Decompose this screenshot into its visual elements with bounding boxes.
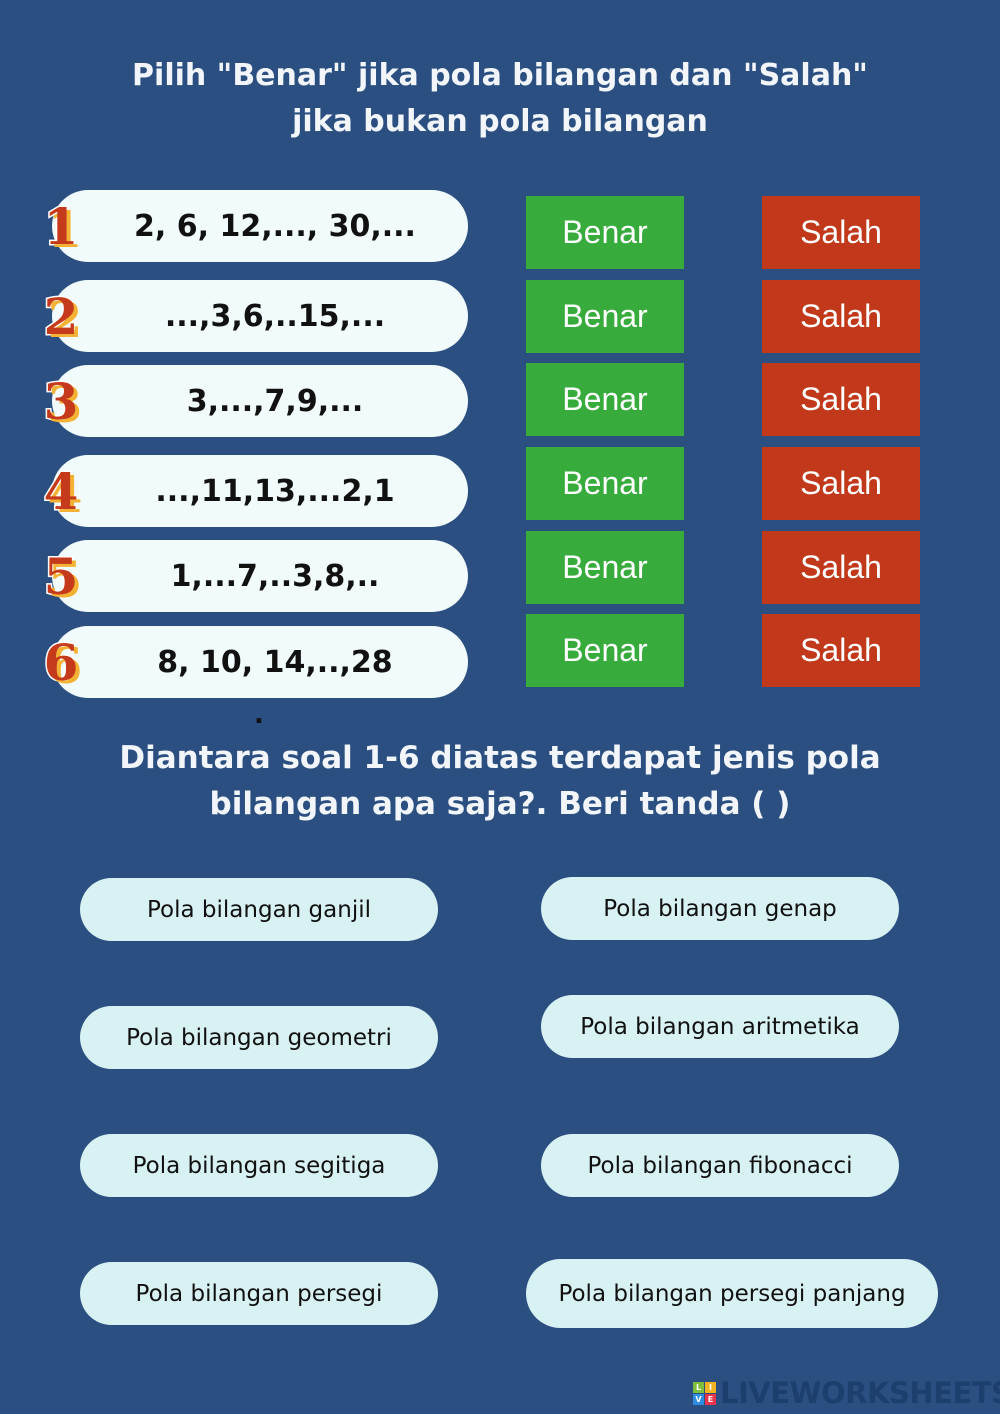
option-pill[interactable]: Pola bilangan aritmetika (541, 995, 899, 1058)
question-line-2: bilangan apa saja?. Beri tanda ( ) (209, 786, 791, 822)
title-line-1: Pilih "Benar" jika pola bilangan dan "Sa… (132, 58, 868, 93)
salah-button[interactable]: Salah (762, 363, 920, 436)
sequence-pill: ...,3,6,..15,... (52, 280, 468, 352)
salah-button[interactable]: Salah (762, 531, 920, 604)
option-pill[interactable]: Pola bilangan fibonacci (541, 1134, 899, 1197)
stray-dot: . (254, 700, 264, 730)
number-badge-icon: 6 (42, 631, 80, 693)
sequence-pill: 3,...,7,9,... (52, 365, 468, 437)
salah-button[interactable]: Salah (762, 447, 920, 520)
salah-button[interactable]: Salah (762, 196, 920, 269)
sequence-text: ...,3,6,..15,... (164, 298, 386, 334)
number-badge-icon: 5 (42, 545, 80, 607)
number-badge-icon: 1 (42, 195, 80, 257)
logo-text: LIVEWORKSHEETS (720, 1376, 1000, 1410)
benar-button[interactable]: Benar (526, 614, 684, 687)
option-pill[interactable]: Pola bilangan persegi (80, 1262, 438, 1325)
option-pill[interactable]: Pola bilangan genap (541, 877, 899, 940)
title-line-2: jika bukan pola bilangan (292, 104, 708, 139)
benar-button[interactable]: Benar (526, 447, 684, 520)
sequence-text: ...,11,13,...2,1 (155, 473, 395, 509)
live-logo-icon: L I V E (693, 1381, 716, 1405)
option-pill[interactable]: Pola bilangan ganjil (80, 878, 438, 941)
benar-button[interactable]: Benar (526, 280, 684, 353)
number-badge-icon: 4 (42, 460, 80, 522)
number-badge-icon: 2 (42, 285, 80, 347)
question-line-1: Diantara soal 1-6 diatas terdapat jenis … (119, 740, 881, 776)
benar-button[interactable]: Benar (526, 363, 684, 436)
option-pill[interactable]: Pola bilangan persegi panjang (526, 1259, 938, 1328)
sequence-pill: 1,...7,..3,8,.. (52, 540, 468, 612)
salah-button[interactable]: Salah (762, 280, 920, 353)
sequence-text: 2, 6, 12,..., 30,... (134, 208, 416, 244)
option-pill[interactable]: Pola bilangan geometri (80, 1006, 438, 1069)
sequence-pill: ...,11,13,...2,1 (52, 455, 468, 527)
salah-button[interactable]: Salah (762, 614, 920, 687)
liveworksheets-logo: L I V E LIVEWORKSHEETS (693, 1376, 1000, 1410)
option-pill[interactable]: Pola bilangan segitiga (80, 1134, 438, 1197)
benar-button[interactable]: Benar (526, 196, 684, 269)
sequence-text: 3,...,7,9,... (186, 383, 364, 419)
sequence-pill: 2, 6, 12,..., 30,... (52, 190, 468, 262)
sequence-text: 1,...7,..3,8,.. (170, 558, 380, 594)
sequence-text: 8, 10, 14,..,28 (157, 644, 393, 680)
number-badge-icon: 3 (42, 370, 80, 432)
sequence-pill: 8, 10, 14,..,28 (52, 626, 468, 698)
benar-button[interactable]: Benar (526, 531, 684, 604)
